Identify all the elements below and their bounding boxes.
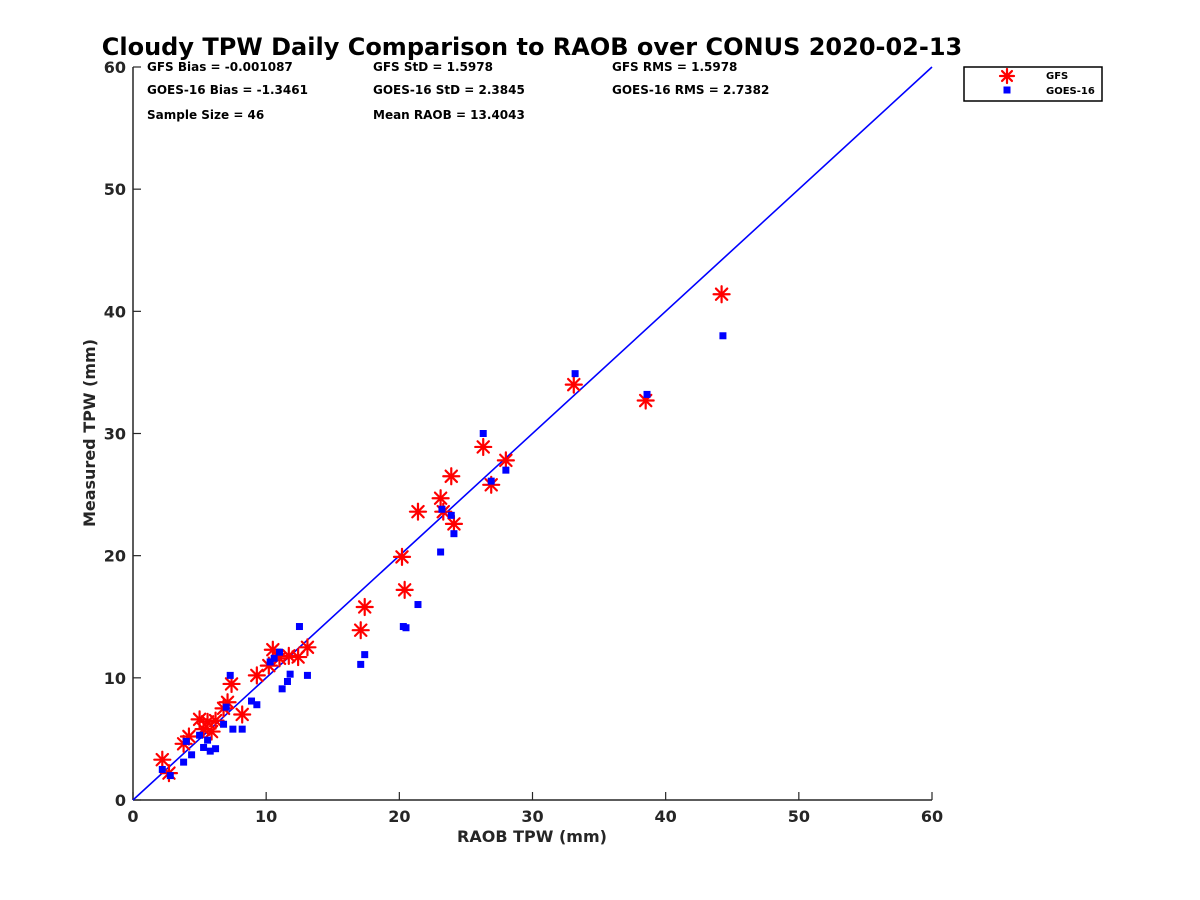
goes16-point bbox=[206, 747, 214, 755]
y-tick-label: 40 bbox=[104, 302, 126, 321]
gfs-point bbox=[233, 705, 252, 724]
gfs-point bbox=[247, 666, 266, 685]
goes16-point bbox=[229, 725, 237, 733]
stat-text: GOES-16 Bias = -1.3461 bbox=[147, 83, 308, 97]
gfs-point bbox=[153, 750, 172, 769]
goes16-point bbox=[502, 466, 510, 474]
reference-line-group bbox=[132, 66, 933, 801]
gfs-point bbox=[431, 489, 450, 508]
goes16-point bbox=[286, 670, 294, 678]
goes16-point bbox=[487, 477, 495, 485]
x-tick-label: 30 bbox=[521, 807, 543, 826]
gfs-series bbox=[153, 285, 731, 783]
goes16-point bbox=[166, 772, 174, 780]
x-tick-label: 0 bbox=[127, 807, 138, 826]
one-to-one-line bbox=[132, 66, 933, 801]
gfs-point bbox=[408, 502, 428, 521]
goes16-point bbox=[222, 703, 230, 711]
gfs-point bbox=[474, 437, 493, 457]
goes16-point bbox=[196, 731, 204, 739]
legend-gfs-marker bbox=[998, 67, 1016, 85]
legend: GFS GOES-16 bbox=[963, 66, 1103, 102]
goes16-point bbox=[188, 751, 196, 759]
goes16-point bbox=[571, 370, 579, 378]
gfs-point bbox=[442, 467, 461, 486]
goes16-point bbox=[158, 765, 166, 773]
x-tick-label: 20 bbox=[388, 807, 410, 826]
gfs-point bbox=[351, 621, 370, 640]
goes16-point bbox=[200, 743, 208, 751]
goes16-point bbox=[266, 658, 274, 666]
goes16-point bbox=[278, 685, 286, 693]
gfs-point bbox=[564, 375, 583, 394]
gfs-point bbox=[355, 597, 374, 617]
y-tick-label: 60 bbox=[104, 58, 126, 77]
gfs-point bbox=[712, 285, 731, 304]
goes16-point bbox=[180, 758, 188, 766]
stat-text: GOES-16 RMS = 2.7382 bbox=[612, 83, 769, 97]
goes16-point bbox=[438, 505, 446, 513]
x-tick-label: 50 bbox=[788, 807, 810, 826]
goes16-series bbox=[158, 332, 727, 780]
goes16-point bbox=[479, 430, 487, 437]
gfs-point bbox=[395, 580, 414, 599]
goes16-point bbox=[437, 548, 445, 556]
goes16-point bbox=[182, 737, 190, 745]
goes16-point bbox=[295, 623, 303, 631]
chart-title: Cloudy TPW Daily Comparison to RAOB over… bbox=[102, 33, 962, 61]
stat-text: GFS StD = 1.5978 bbox=[373, 60, 493, 74]
stat-text: GOES-16 StD = 2.3845 bbox=[373, 83, 525, 97]
legend-goes16-marker bbox=[1003, 86, 1011, 94]
goes16-point bbox=[357, 660, 365, 668]
legend-goes16-symbol bbox=[1003, 86, 1011, 94]
gfs-point bbox=[444, 514, 464, 534]
goes16-point bbox=[220, 720, 228, 728]
stat-text: GFS Bias = -0.001087 bbox=[147, 60, 293, 74]
goes16-point bbox=[248, 697, 256, 705]
legend-gfs-label: GFS bbox=[1046, 71, 1068, 82]
goes16-point bbox=[253, 701, 261, 709]
gfs-point bbox=[482, 475, 501, 494]
legend-goes16-label: GOES-16 bbox=[1046, 86, 1095, 97]
stats-block: GFS Bias = -0.001087 GFS StD = 1.5978 GFS … bbox=[147, 60, 769, 122]
legend-box bbox=[963, 66, 1103, 102]
goes16-point bbox=[270, 654, 278, 662]
goes16-point bbox=[303, 671, 311, 679]
axes: 0 10 20 30 40 50 60 0 10 20 30 40 50 60 bbox=[104, 58, 943, 826]
y-tick-label: 30 bbox=[104, 425, 126, 444]
gfs-point bbox=[206, 711, 225, 730]
goes16-point bbox=[447, 511, 455, 519]
y-tick-label: 0 bbox=[115, 791, 126, 810]
goes16-point bbox=[402, 624, 410, 632]
gfs-point bbox=[392, 547, 412, 566]
goes16-point bbox=[212, 745, 220, 753]
x-tick-label: 60 bbox=[921, 807, 943, 826]
x-tick-label: 40 bbox=[655, 807, 677, 826]
stat-text: GFS RMS = 1.5978 bbox=[612, 60, 737, 74]
y-tick-label: 10 bbox=[104, 669, 126, 688]
x-tick-label: 10 bbox=[255, 807, 277, 826]
goes16-point bbox=[275, 648, 283, 656]
goes16-point bbox=[414, 601, 422, 609]
gfs-point bbox=[496, 451, 515, 470]
goes16-point bbox=[643, 390, 651, 398]
goes16-point bbox=[238, 725, 246, 733]
stat-text: Sample Size = 46 bbox=[147, 108, 264, 122]
y-axis-label: Measured TPW (mm) bbox=[80, 339, 99, 527]
legend-gfs-symbol bbox=[998, 67, 1016, 85]
goes16-point bbox=[719, 332, 727, 340]
goes16-point bbox=[226, 671, 234, 679]
goes16-point bbox=[283, 677, 291, 685]
goes16-point bbox=[204, 736, 212, 744]
stat-text: Mean RAOB = 13.4043 bbox=[373, 108, 525, 122]
x-axis-label: RAOB TPW (mm) bbox=[457, 827, 607, 846]
goes16-point bbox=[361, 651, 369, 659]
gfs-point bbox=[298, 638, 317, 657]
y-tick-label: 20 bbox=[104, 547, 126, 566]
goes16-point bbox=[450, 530, 458, 538]
y-tick-label: 50 bbox=[104, 180, 126, 199]
